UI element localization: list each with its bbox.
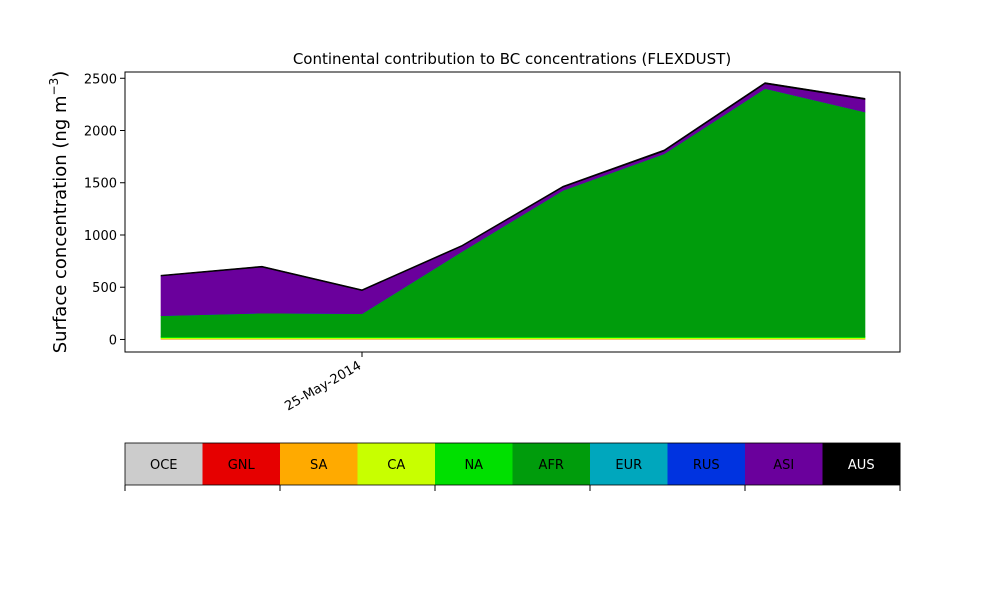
legend-label-na: NA bbox=[464, 458, 483, 473]
y-axis-label: Surface concentration (ng m−3) bbox=[47, 71, 71, 354]
y-axis-label-main: Surface concentration (ng m bbox=[50, 95, 71, 353]
legend-label-gnl: GNL bbox=[228, 458, 256, 473]
legend-label-afr: AFR bbox=[539, 458, 564, 473]
x-axis-ticks: 25-May-2014 bbox=[282, 352, 364, 414]
legend-swatch-oce bbox=[125, 443, 203, 485]
x-tick-label: 25-May-2014 bbox=[282, 358, 364, 414]
legend-swatch-asi bbox=[745, 443, 823, 485]
legend-swatch-rus bbox=[667, 443, 746, 485]
legend-frame bbox=[124, 442, 901, 486]
legend-label-oce: OCE bbox=[150, 458, 178, 473]
y-tick-label: 2500 bbox=[84, 72, 117, 87]
legend-label-asi: ASI bbox=[773, 458, 794, 473]
legend-label-rus: RUS bbox=[693, 458, 720, 473]
legend-swatch-afr bbox=[512, 443, 591, 485]
y-tick-label: 2000 bbox=[84, 125, 117, 140]
legend-label-ca: CA bbox=[387, 458, 405, 473]
legend-swatch-na bbox=[435, 443, 513, 485]
legend-label-sa: SA bbox=[310, 458, 327, 473]
y-axis-ticks: 0 500 1000 1500 2000 2500 bbox=[84, 72, 125, 348]
y-tick-label: 1000 bbox=[84, 229, 117, 244]
area-series-group bbox=[160, 82, 866, 340]
legend-swatch-sa bbox=[280, 443, 358, 485]
legend-colorbar: OCE GNL SA CA NA AFR EUR RUS ASI AUS bbox=[124, 442, 901, 491]
y-tick-label: 500 bbox=[92, 281, 117, 296]
y-axis-label-close: ) bbox=[50, 71, 71, 78]
legend-label-eur: EUR bbox=[615, 458, 642, 473]
legend-swatch-aus bbox=[822, 443, 901, 485]
legend-label-aus: AUS bbox=[848, 458, 875, 473]
plot-frame bbox=[124, 71, 901, 353]
chart-title: Continental contribution to BC concentra… bbox=[293, 50, 731, 68]
y-tick-label: 0 bbox=[109, 333, 117, 348]
y-axis-label-sup: −3 bbox=[47, 78, 61, 96]
y-tick-label: 1500 bbox=[84, 177, 117, 192]
legend-swatch-ca bbox=[357, 443, 436, 485]
area-aus bbox=[160, 82, 866, 291]
legend-swatch-gnl bbox=[202, 443, 281, 485]
legend-swatch-eur bbox=[590, 443, 668, 485]
